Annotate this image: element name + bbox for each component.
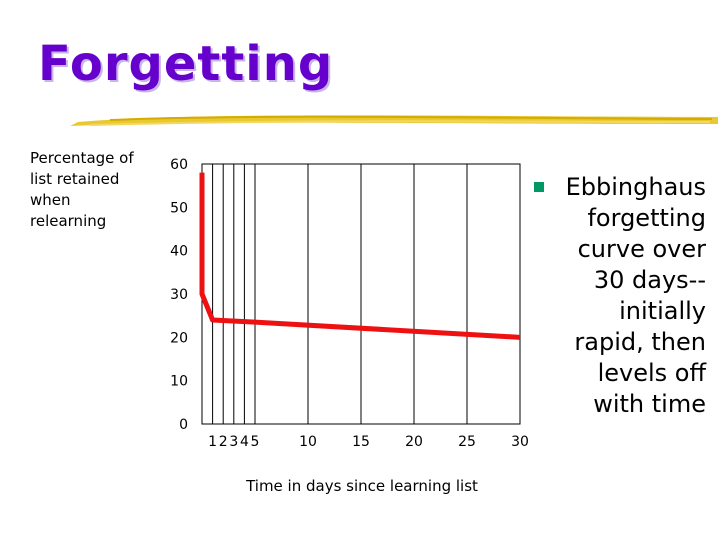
x-tick-label: 10 bbox=[299, 434, 317, 450]
y-tick-label: 60 bbox=[170, 157, 188, 173]
y-tick-label: 40 bbox=[170, 244, 188, 260]
x-axis-label: Time in days since learning list bbox=[245, 477, 478, 495]
y-tick-label: 30 bbox=[170, 287, 188, 303]
x-tick-label: 30 bbox=[511, 434, 529, 450]
y-tick-label: 0 bbox=[179, 417, 188, 433]
y-tick-label: 20 bbox=[170, 330, 188, 346]
x-tick-label: 15 bbox=[352, 434, 370, 450]
forgetting-curve-line bbox=[199, 172, 521, 340]
y-axis-label: Percentage of list retained when relearn… bbox=[30, 149, 134, 230]
x-tick-label: 25 bbox=[458, 434, 476, 450]
x-tick-label: 2 bbox=[219, 434, 228, 450]
y-tick-label: 50 bbox=[170, 200, 188, 216]
x-tick-label: 4 bbox=[240, 434, 249, 450]
bullet-text: Ebbinghaus forgetting curve over 30 days… bbox=[565, 173, 706, 418]
x-tick-label: 3 bbox=[229, 434, 238, 450]
x-tick-label: 1 bbox=[208, 434, 217, 450]
x-tick-label: 20 bbox=[405, 434, 423, 450]
y-tick-label: 10 bbox=[170, 374, 188, 390]
slide-title: Forgetting bbox=[38, 36, 334, 92]
x-tick-label: 5 bbox=[251, 434, 260, 450]
bullet-square-icon bbox=[534, 182, 544, 192]
